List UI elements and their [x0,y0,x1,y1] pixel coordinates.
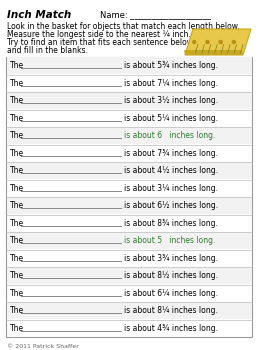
Text: The: The [10,166,24,175]
Text: Inch Match: Inch Match [7,10,71,20]
Bar [6,302,252,319]
Circle shape [193,41,196,43]
Text: is about 4½ inches long.: is about 4½ inches long. [124,166,218,175]
Text: The: The [10,201,24,210]
Text: The: The [10,271,24,280]
Text: is about 8½ inches long.: is about 8½ inches long. [124,271,218,280]
Text: The: The [10,131,24,140]
Text: The: The [10,289,24,298]
Text: is about 6½ inches long.: is about 6½ inches long. [124,201,218,210]
Text: Look in the basket for objects that match each length below.: Look in the basket for objects that matc… [7,22,240,31]
Text: The: The [10,96,24,105]
Text: The: The [10,184,24,193]
Text: is about 3¼ inches long.: is about 3¼ inches long. [124,184,218,193]
Text: Name: ___________________: Name: ___________________ [100,10,211,19]
Bar [6,232,252,249]
Text: The: The [10,61,24,70]
Text: The: The [10,306,24,315]
Text: is about 7¼ inches long.: is about 7¼ inches long. [124,79,218,88]
Text: The: The [10,149,24,158]
Bar [6,197,252,214]
Text: is about 6   inches long.: is about 6 inches long. [124,131,215,140]
Circle shape [219,41,222,43]
Text: is about 5   inches long.: is about 5 inches long. [124,236,215,245]
Bar [6,267,252,284]
Bar [6,162,252,179]
Text: The: The [10,114,24,123]
Text: © 2011 Patrick Shaffer: © 2011 Patrick Shaffer [7,344,79,349]
Text: The: The [10,254,24,263]
Text: is about 5¼ inches long.: is about 5¼ inches long. [124,114,218,123]
Bar [6,92,252,109]
Text: is about 5¾ inches long.: is about 5¾ inches long. [124,61,218,70]
Bar [6,57,252,74]
Text: is about 3½ inches long.: is about 3½ inches long. [124,96,218,105]
Text: The: The [10,79,24,88]
Text: The: The [10,219,24,228]
Text: The: The [10,236,24,245]
Text: is about 4¾ inches long.: is about 4¾ inches long. [124,324,218,333]
Text: is about 8¼ inches long.: is about 8¼ inches long. [124,306,218,315]
Text: Try to find an item that fits each sentence below: Try to find an item that fits each sente… [7,38,193,47]
Text: is about 7¾ inches long.: is about 7¾ inches long. [124,149,218,158]
Text: is about 3¾ inches long.: is about 3¾ inches long. [124,254,218,263]
Text: Measure the longest side to the nearest ¼ inch.: Measure the longest side to the nearest … [7,30,191,39]
Bar [6,127,252,144]
Text: is about 6¼ inches long.: is about 6¼ inches long. [124,289,218,298]
Text: is about 8¾ inches long.: is about 8¾ inches long. [124,219,218,228]
Text: and fill in the blanks.: and fill in the blanks. [7,46,88,55]
Bar [6,57,252,337]
Circle shape [232,41,235,43]
Text: The: The [10,324,24,333]
Polygon shape [184,50,243,55]
Circle shape [206,41,209,43]
Polygon shape [185,29,251,55]
